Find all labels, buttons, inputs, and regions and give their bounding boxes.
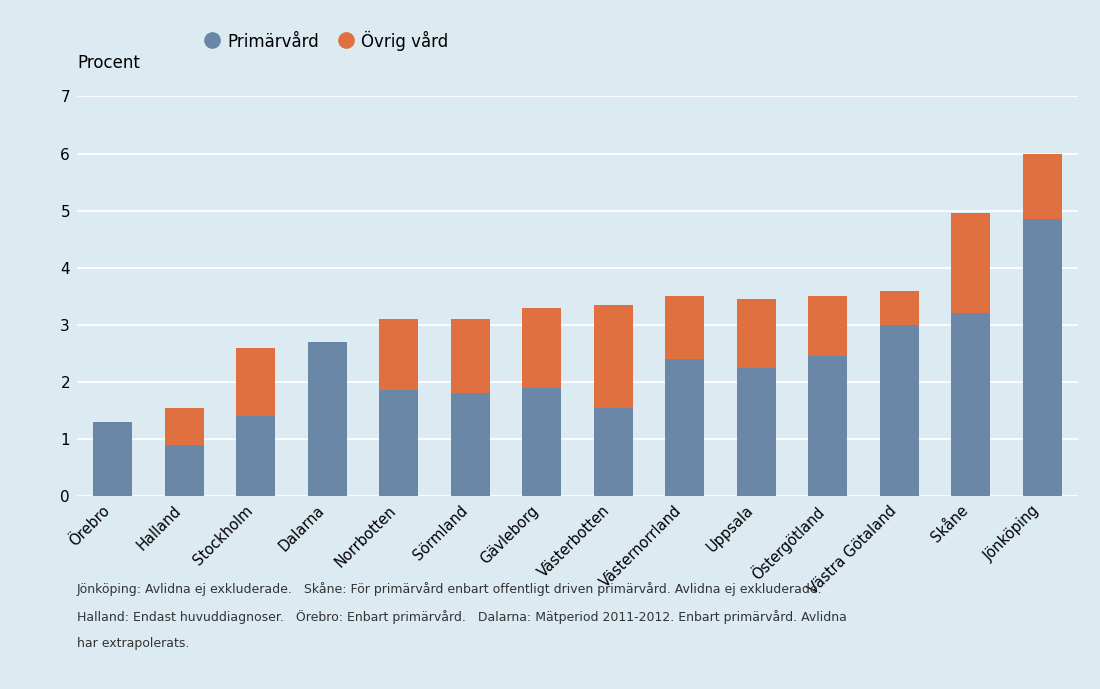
- Bar: [737, 368, 775, 496]
- Bar: [594, 408, 632, 496]
- Bar: [952, 313, 990, 496]
- Text: Jönköping: Avlidna ej exkluderade.   Skåne: För primärvård enbart offentligt dri: Jönköping: Avlidna ej exkluderade. Skåne…: [77, 582, 823, 596]
- Text: har extrapolerats.: har extrapolerats.: [77, 637, 189, 650]
- Bar: [880, 291, 918, 325]
- Bar: [236, 348, 275, 416]
- Bar: [165, 408, 204, 444]
- Bar: [165, 444, 204, 496]
- Bar: [594, 305, 632, 408]
- Text: Halland: Endast huvuddiagnoser.   Örebro: Enbart primärvård.   Dalarna: Mätperio: Halland: Endast huvuddiagnoser. Örebro: …: [77, 610, 847, 624]
- Bar: [666, 359, 704, 496]
- Bar: [808, 296, 847, 356]
- Bar: [379, 319, 418, 391]
- Bar: [451, 319, 490, 393]
- Bar: [522, 308, 561, 388]
- Bar: [1023, 219, 1062, 496]
- Text: Procent: Procent: [77, 54, 140, 72]
- Bar: [880, 325, 918, 496]
- Legend: Primärvård, Övrig vård: Primärvård, Övrig vård: [206, 31, 448, 51]
- Bar: [379, 391, 418, 496]
- Bar: [952, 214, 990, 313]
- Bar: [308, 342, 346, 496]
- Bar: [1023, 154, 1062, 219]
- Bar: [808, 356, 847, 496]
- Bar: [94, 422, 132, 496]
- Bar: [522, 388, 561, 496]
- Bar: [451, 393, 490, 496]
- Bar: [236, 416, 275, 496]
- Bar: [666, 296, 704, 359]
- Bar: [737, 299, 775, 368]
